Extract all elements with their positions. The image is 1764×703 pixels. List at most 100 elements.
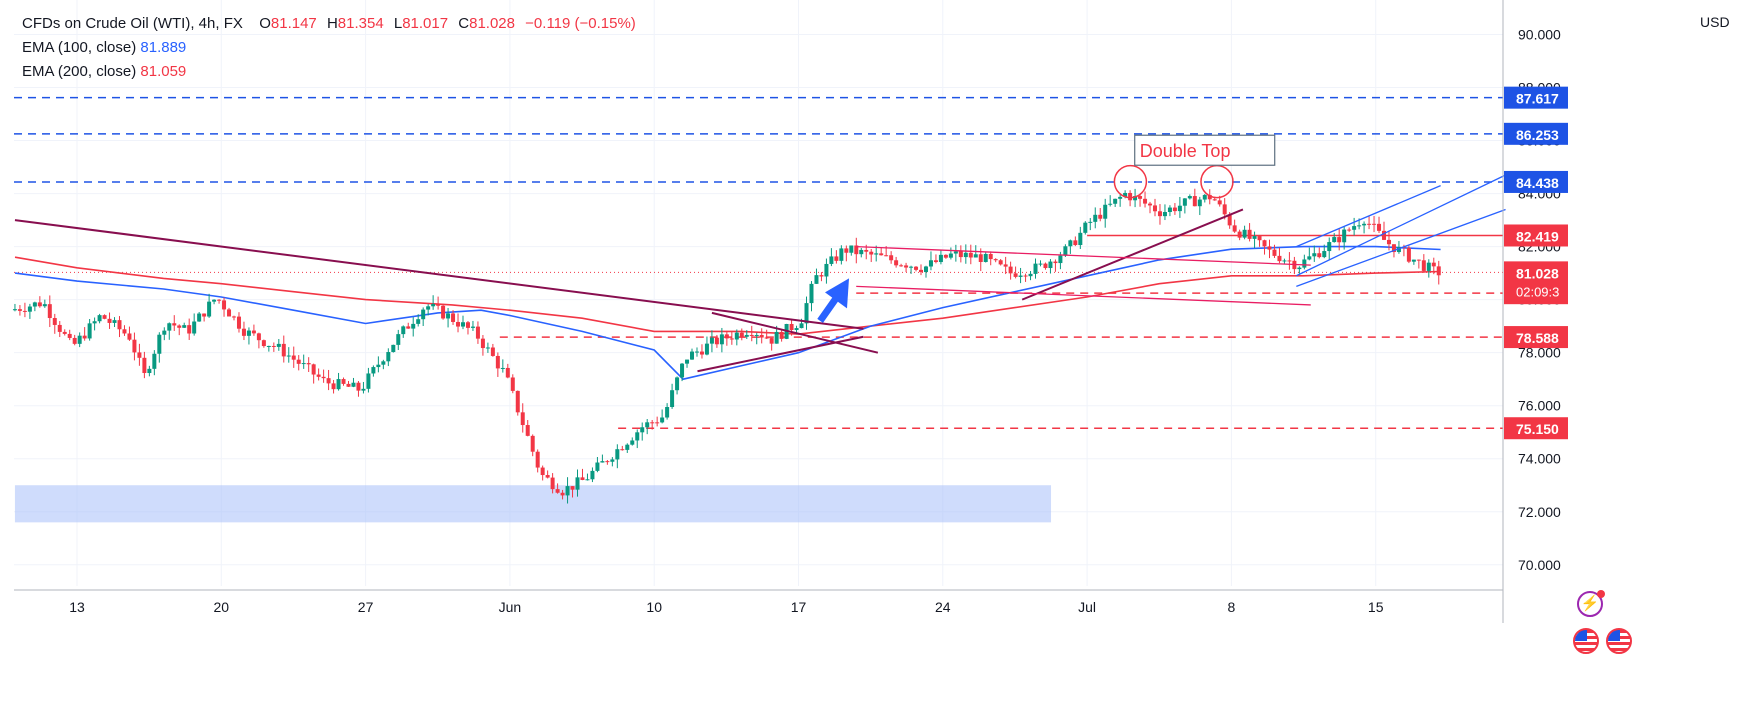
- candle-body: [635, 432, 640, 441]
- candle-body: [500, 367, 505, 369]
- candle-body: [1152, 205, 1157, 212]
- candle-body: [451, 313, 456, 322]
- candle-body: [32, 302, 37, 307]
- y-tick-label: 70.000: [1518, 557, 1561, 573]
- trendline: [1296, 174, 1506, 277]
- candle-body: [555, 489, 560, 493]
- candle-body: [565, 486, 570, 496]
- candle-body: [87, 323, 92, 339]
- candle-body: [1133, 196, 1138, 201]
- candle-body: [864, 249, 869, 252]
- candle-body: [874, 253, 879, 255]
- chart-legend: CFDs on Crude Oil (WTI), 4h, FX O81.147 …: [22, 12, 636, 84]
- symbol-title[interactable]: CFDs on Crude Oil (WTI), 4h, FX: [22, 15, 243, 32]
- countdown-label: 02:09:3: [1516, 284, 1559, 299]
- candle-body: [690, 351, 695, 360]
- candle-body: [117, 320, 122, 330]
- legend-ema200-row[interactable]: EMA (200, close) 81.059: [22, 60, 636, 84]
- candle-body: [928, 260, 933, 267]
- candle-body: [963, 252, 968, 258]
- flag-canton: [1608, 630, 1620, 641]
- candle-body: [535, 451, 540, 468]
- candle-body: [1307, 256, 1312, 260]
- low-label: L: [393, 15, 403, 32]
- trendline: [1296, 208, 1506, 287]
- candle-body: [699, 351, 704, 355]
- candle-body: [754, 334, 759, 336]
- candle-body: [1123, 192, 1128, 197]
- candle-body: [1302, 259, 1307, 268]
- flash-icon[interactable]: ⚡: [1577, 591, 1603, 617]
- candle-body: [1028, 273, 1033, 277]
- candle-body: [1386, 239, 1391, 245]
- double-top-marker: [1113, 164, 1148, 199]
- y-tick-label: 78.000: [1518, 345, 1561, 361]
- candle-body: [27, 306, 32, 312]
- candle-body: [212, 299, 217, 302]
- x-tick-label: 8: [1228, 599, 1236, 615]
- candle-body: [1332, 237, 1337, 243]
- ema100-line: [14, 245, 1441, 381]
- candle-body: [933, 260, 938, 263]
- candle-body: [1157, 211, 1162, 217]
- candle-body: [1247, 229, 1252, 239]
- candle-body: [510, 377, 515, 391]
- us-flag-icon[interactable]: [1606, 628, 1632, 654]
- candle-body: [774, 331, 779, 344]
- candle-body: [1396, 246, 1401, 253]
- candle-body: [675, 377, 680, 391]
- support-price-label: 75.150: [1516, 421, 1559, 437]
- trendline: [856, 245, 1311, 266]
- candle-body: [296, 359, 301, 364]
- x-tick-label: 27: [358, 599, 374, 615]
- candle-body: [326, 378, 331, 384]
- candle-body: [1048, 261, 1053, 269]
- candle-body: [670, 390, 675, 408]
- close-label: C: [458, 15, 470, 32]
- candle-body: [391, 344, 396, 353]
- double-top-label: Double Top: [1140, 141, 1231, 161]
- support-price-label-bg: [1504, 417, 1568, 440]
- candle-body: [291, 355, 296, 360]
- candle-body: [1008, 266, 1013, 274]
- candle-body: [1367, 223, 1372, 225]
- candle-body: [1312, 253, 1317, 257]
- resistance-price-label: 84.438: [1516, 175, 1559, 191]
- support-price-label-bg: [1504, 224, 1568, 247]
- candle-body: [1043, 263, 1048, 269]
- candle-body: [1406, 247, 1411, 262]
- drawings: Double Top: [14, 134, 1506, 373]
- price-labels: 87.61786.25384.43882.41980.24378.58875.1…: [1504, 86, 1568, 440]
- candle-body: [301, 363, 306, 365]
- candle-body: [57, 324, 62, 332]
- candle-body: [685, 359, 690, 364]
- x-tick-label: 10: [646, 599, 662, 615]
- candle-body: [386, 352, 391, 362]
- change-value: −0.119 (−0.15%): [525, 15, 636, 32]
- candle-body: [1426, 262, 1431, 271]
- ema200-value: 81.059: [140, 63, 187, 80]
- candle-body: [480, 338, 485, 349]
- candle-body: [590, 470, 595, 480]
- resistance-price-label: 86.253: [1516, 127, 1559, 143]
- support-price-label: 78.588: [1516, 330, 1559, 346]
- candle-body: [142, 357, 147, 374]
- x-tick-label: Jul: [1078, 599, 1096, 615]
- candle-body: [914, 266, 919, 270]
- candle-body: [889, 255, 894, 261]
- candle-body: [1267, 246, 1272, 250]
- candle-body: [605, 461, 610, 463]
- candle-body: [490, 347, 495, 356]
- trendline: [856, 285, 1311, 306]
- candle-body: [834, 256, 839, 261]
- currency-label[interactable]: USD: [1700, 14, 1730, 30]
- candle-body: [1078, 232, 1083, 246]
- candle-body: [197, 313, 202, 322]
- us-flag-icon[interactable]: [1573, 628, 1599, 654]
- candle-body: [1128, 192, 1133, 201]
- legend-ema100-row[interactable]: EMA (100, close) 81.889: [22, 36, 636, 60]
- candle-body: [336, 379, 341, 390]
- candle-body: [1352, 226, 1357, 230]
- resistance-price-label: 87.617: [1516, 91, 1559, 107]
